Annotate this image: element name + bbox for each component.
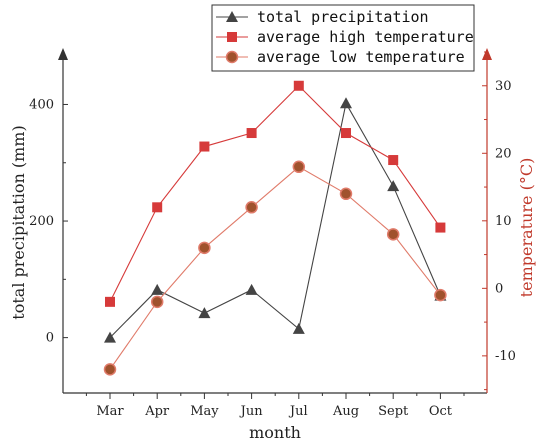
x-tick-label: Aug [332, 404, 359, 419]
data-point-triangle [292, 322, 305, 334]
right-y-axis-title: temperature (°C) [517, 158, 536, 298]
data-point-triangle [387, 180, 400, 192]
right-y-tick-label: 30 [495, 79, 512, 94]
data-point-circle [245, 201, 258, 214]
legend-box [211, 4, 475, 72]
data-point-circle [386, 228, 400, 241]
right-y-tick-label: 20 [495, 146, 512, 161]
data-point-triangle [198, 307, 211, 319]
data-point-circle [198, 241, 211, 255]
data-point-square [105, 296, 115, 307]
x-tick-label: Jun [239, 404, 264, 419]
left-y-axis-arrow [58, 48, 68, 60]
left-y-axis-title: total precipitation (mm) [9, 125, 28, 319]
data-point-square [293, 80, 304, 91]
x-tick-label: Oct [429, 404, 453, 419]
left-y-tick-label: 0 [46, 331, 54, 346]
right-y-tick-label: -10 [495, 349, 516, 364]
legend-label: total precipitation [257, 8, 429, 26]
legend-marker [225, 50, 239, 64]
left-y-tick-label: 400 [29, 97, 54, 112]
x-tick-label: May [190, 404, 219, 419]
legend: total precipitation average high temperat… [211, 4, 475, 72]
data-point-triangle [340, 97, 352, 109]
right-y-tick-label: 10 [495, 214, 512, 229]
data-point-triangle [104, 331, 116, 343]
series-line-0 [109, 101, 441, 339]
legend-marker [227, 32, 237, 42]
series-line-2 [109, 166, 441, 370]
data-point-circle [339, 187, 353, 201]
right-y-axis-arrow [482, 48, 492, 60]
data-point-square [199, 141, 210, 152]
x-tick-label: Jul [288, 404, 308, 419]
data-point-circle [292, 160, 306, 174]
data-point-square [341, 128, 351, 139]
data-point-circle [103, 363, 117, 376]
x-axis-title: month [249, 423, 301, 442]
left-y-tick-label: 200 [29, 214, 54, 229]
data-point-square [388, 155, 399, 166]
legend-marker [226, 11, 238, 22]
data-point-square [435, 222, 446, 233]
x-tick-label: Sept [378, 404, 409, 419]
x-tick-label: Apr [144, 404, 170, 419]
data-point-triangle [245, 283, 258, 295]
right-y-tick-label: 0 [495, 281, 503, 296]
legend-label: average low temperature [257, 48, 465, 66]
data-point-circle [434, 288, 447, 302]
data-point-square [246, 128, 257, 139]
series-lines [109, 84, 441, 370]
data-point-triangle [151, 283, 164, 295]
axes-group: 0 200 400 -10 0 10 20 30 Mar Apr May Jun Jul Aug Sept O… [9, 48, 536, 442]
x-tick-label: Mar [96, 404, 124, 419]
series-markers [103, 80, 447, 376]
data-point-circle [150, 295, 164, 309]
series-line-1 [109, 84, 441, 303]
data-point-square [152, 202, 163, 213]
legend-label: average high temperature [257, 28, 474, 46]
